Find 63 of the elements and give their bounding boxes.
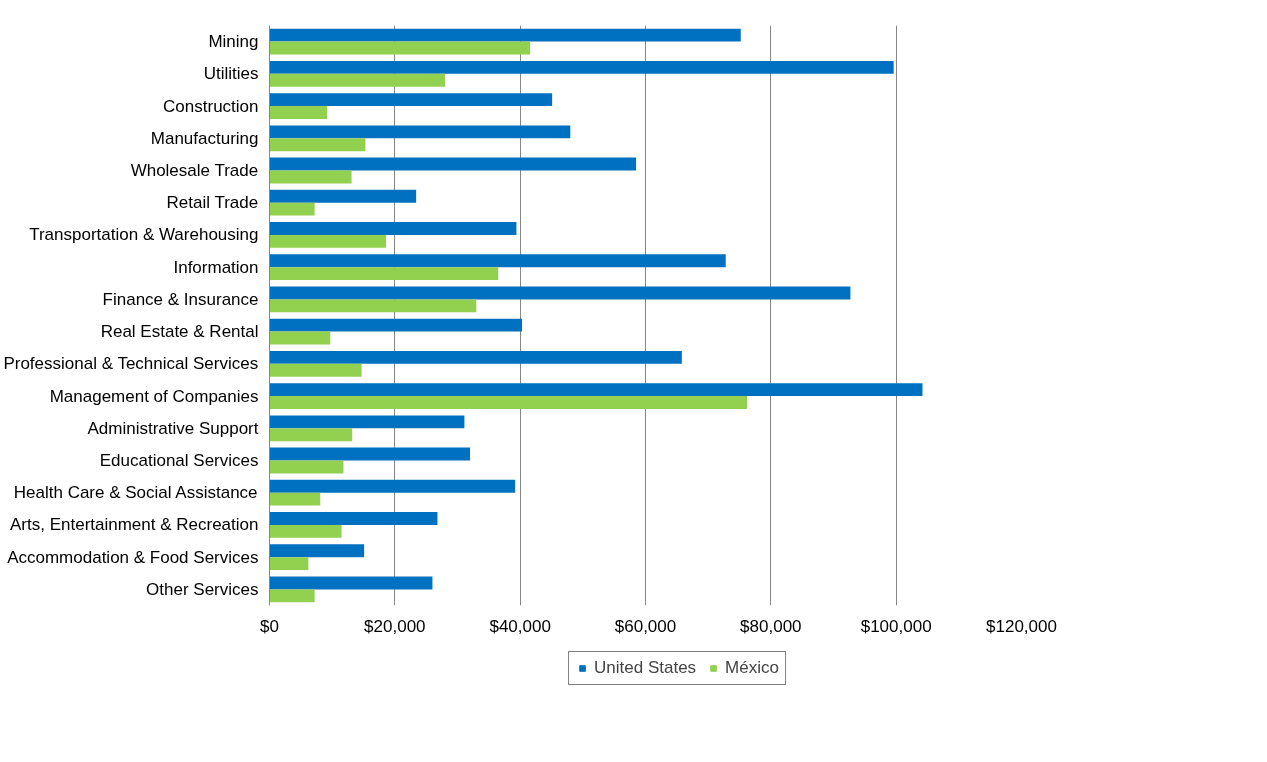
y-tick-label: Retail Trade xyxy=(166,193,259,213)
y-tick-label: Construction xyxy=(163,96,259,116)
bar xyxy=(269,41,531,55)
bar xyxy=(269,93,553,107)
x-tick-label: $60,000 xyxy=(614,616,677,636)
bar xyxy=(269,106,328,119)
bar xyxy=(269,267,499,281)
y-tick-label: Manufacturing xyxy=(150,128,259,148)
bar xyxy=(269,396,748,409)
bar xyxy=(269,234,387,248)
y-tick-label: Mining xyxy=(208,32,259,52)
bar xyxy=(269,557,309,571)
y-tick-label: Professional & Technical Services xyxy=(3,354,259,374)
legend-label: United States xyxy=(594,658,697,678)
bar xyxy=(269,138,366,152)
y-tick-label: Wholesale Trade xyxy=(130,161,259,180)
x-tick-label: $20,000 xyxy=(364,616,426,636)
bar xyxy=(269,157,637,171)
y-tick-label: Accommodation & Food Services xyxy=(7,547,259,567)
bar xyxy=(269,299,477,313)
legend-label: México xyxy=(725,658,779,678)
y-tick-label: Management of Companies xyxy=(49,386,259,406)
bar xyxy=(269,544,365,558)
y-tick-label: Administrative Support xyxy=(87,418,259,438)
y-tick-label: Finance & Insurance xyxy=(102,289,259,309)
y-tick-label: Health Care & Social Assistance xyxy=(13,483,258,503)
y-tick-label: Arts, Entertainment & Recreation xyxy=(10,515,259,535)
bar xyxy=(269,286,851,300)
bar xyxy=(269,125,571,139)
x-tick-label: $40,000 xyxy=(489,616,551,636)
bar xyxy=(269,350,682,364)
bar xyxy=(269,73,445,87)
y-tick-label: Information xyxy=(173,257,259,277)
bar xyxy=(269,415,465,429)
bar xyxy=(269,447,471,461)
bar xyxy=(269,331,331,345)
bar xyxy=(269,222,517,235)
x-tick-label: $100,000 xyxy=(860,616,932,636)
x-tick-label: $80,000 xyxy=(740,616,802,636)
bar xyxy=(269,254,726,268)
bar xyxy=(269,189,417,203)
bar xyxy=(269,170,352,184)
y-tick-label: Real Estate & Rental xyxy=(100,322,259,342)
bar xyxy=(269,512,438,525)
bar xyxy=(269,524,342,538)
bar xyxy=(269,318,523,332)
y-tick-label: Educational Services xyxy=(99,451,259,470)
y-tick-label: Transportation & Warehousing xyxy=(29,225,259,245)
y-tick-label: Other Services xyxy=(146,579,259,599)
bar xyxy=(269,60,894,74)
bar xyxy=(269,589,315,603)
bar xyxy=(269,428,353,442)
x-tick-label: $0 xyxy=(260,616,279,636)
bar xyxy=(269,479,516,493)
bar xyxy=(269,492,321,506)
x-tick-label: $120,000 xyxy=(986,616,1057,636)
bar xyxy=(269,576,433,590)
bar xyxy=(269,460,344,474)
bar xyxy=(269,383,923,397)
bar xyxy=(269,202,315,216)
y-tick-label: Utilities xyxy=(203,64,259,84)
bar xyxy=(269,363,362,377)
bar xyxy=(269,28,741,42)
